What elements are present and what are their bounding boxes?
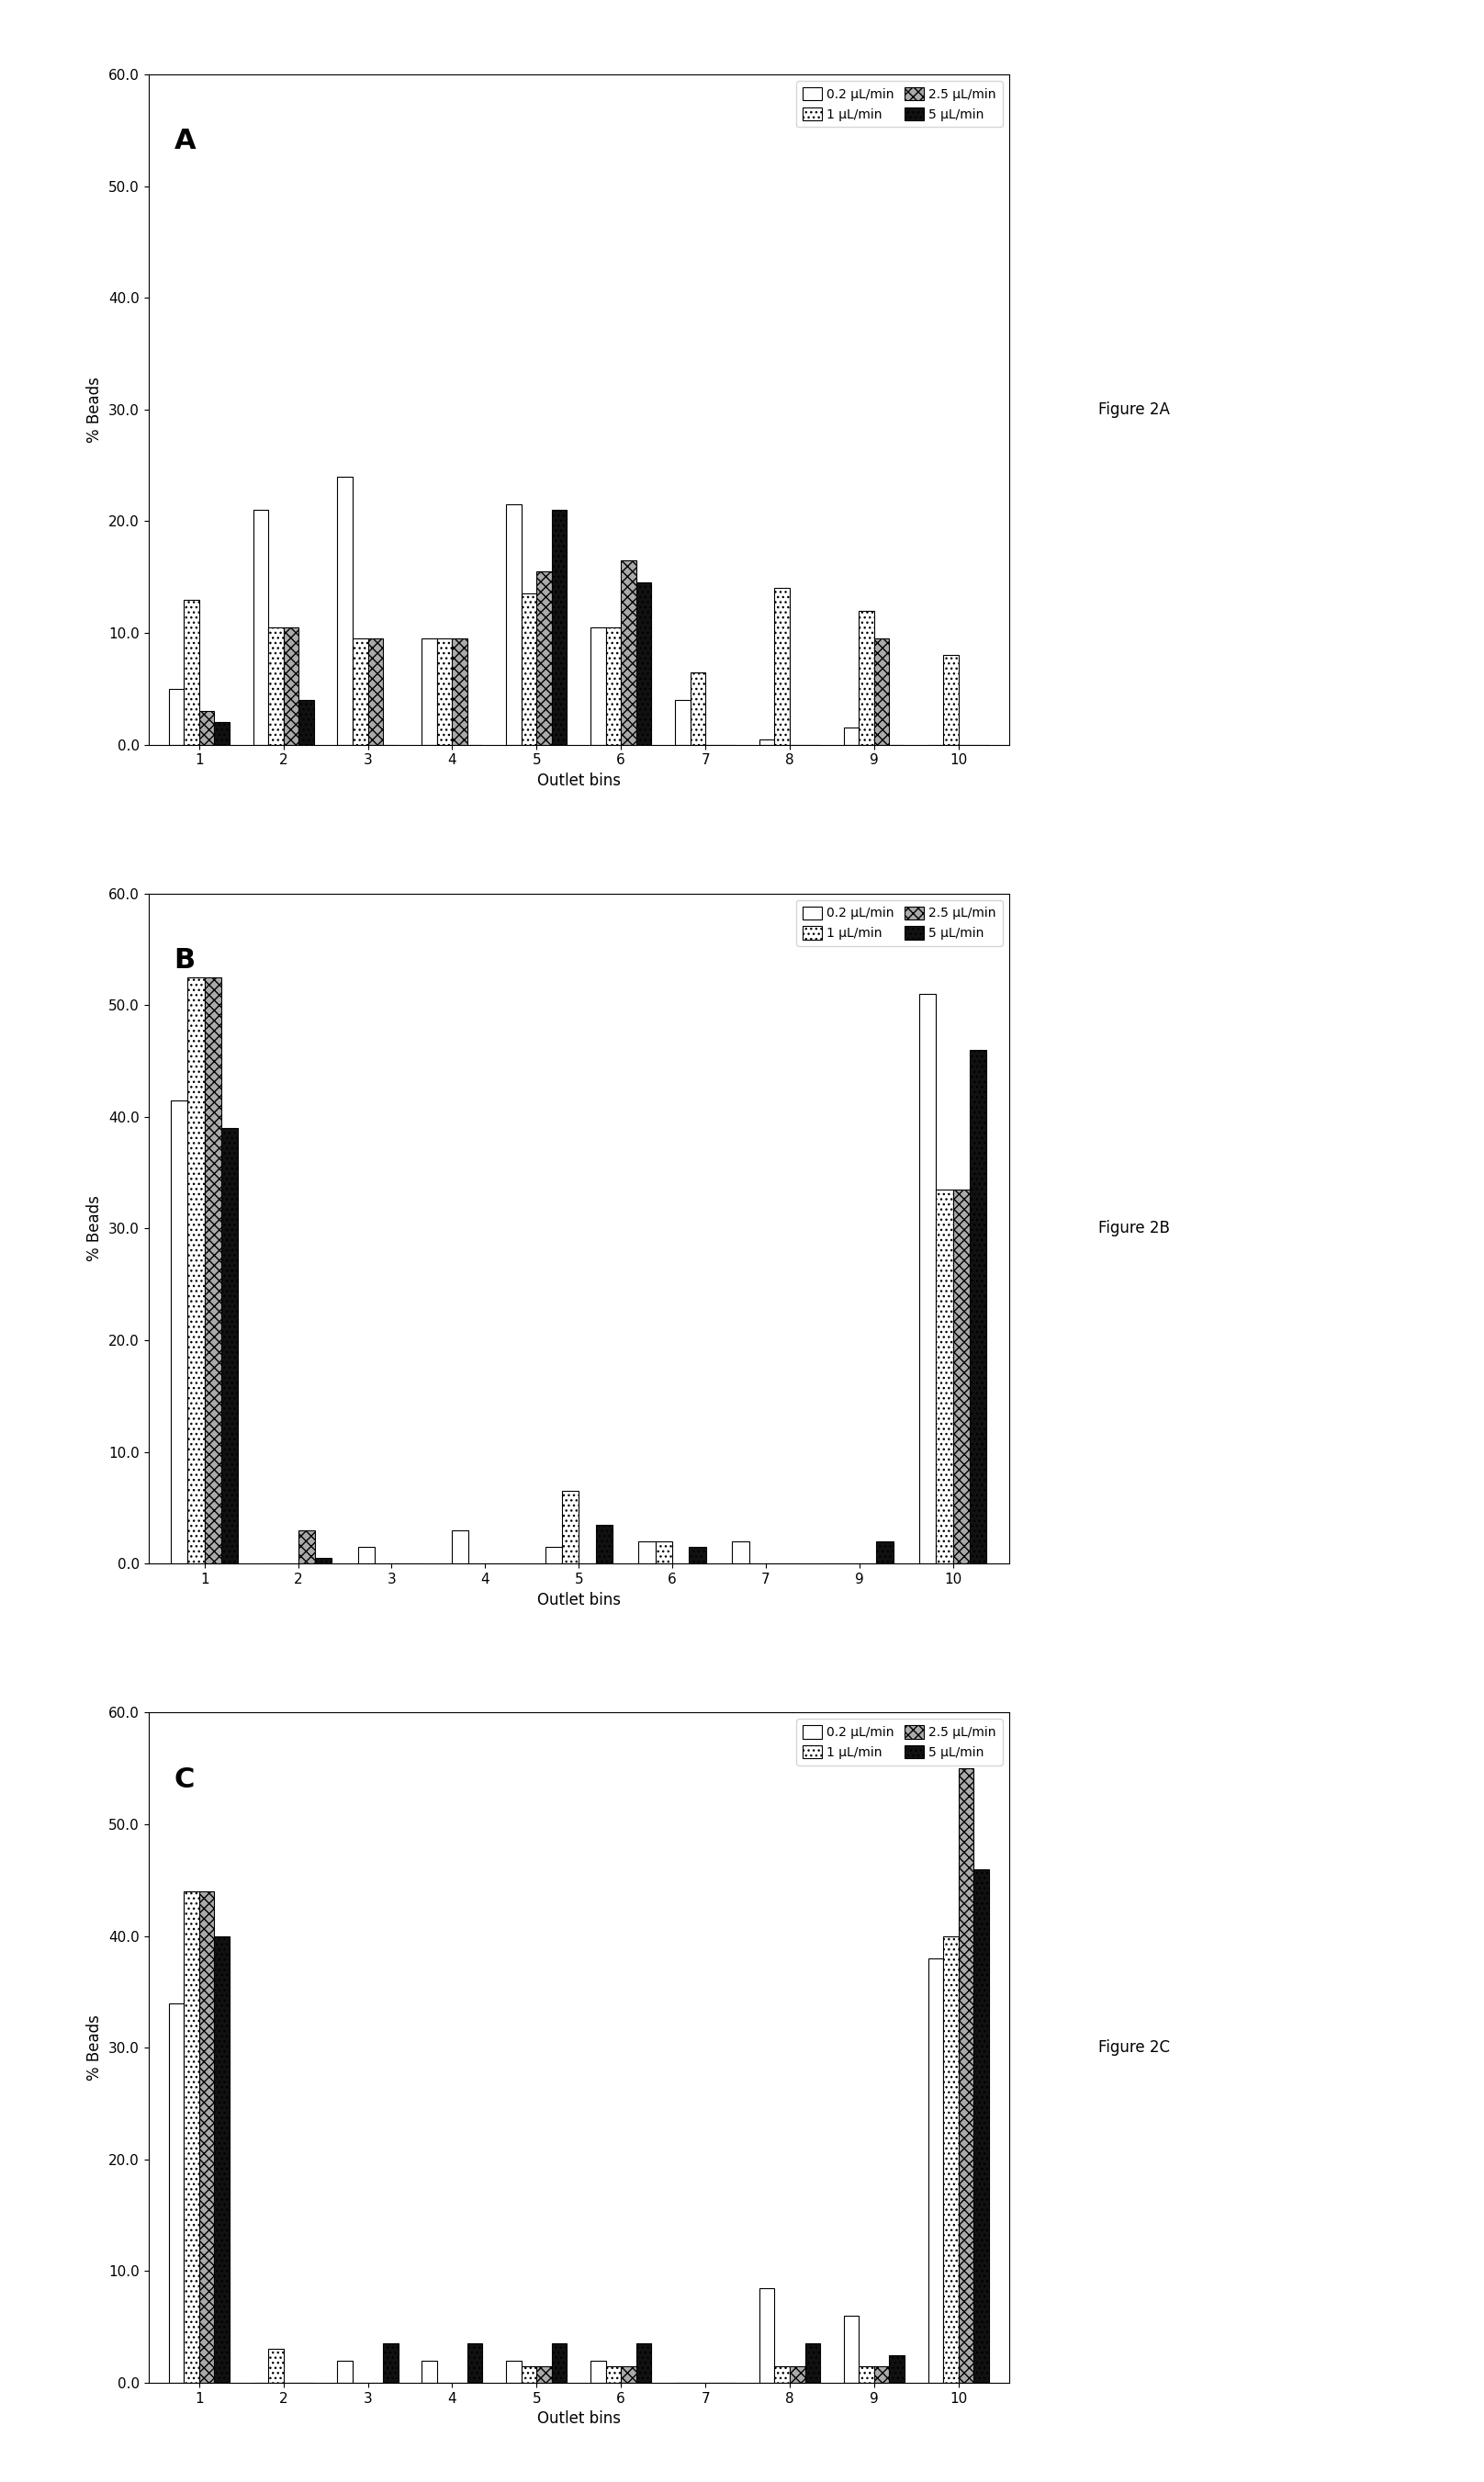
Bar: [789, 2365, 804, 2383]
X-axis label: Outlet bins: Outlet bins: [537, 1591, 620, 1608]
Bar: [187, 978, 205, 1564]
Bar: [214, 1936, 230, 2383]
Bar: [298, 1529, 315, 1564]
Bar: [844, 727, 859, 745]
Bar: [467, 2343, 482, 2383]
Bar: [595, 1524, 613, 1564]
Bar: [506, 2360, 521, 2383]
Bar: [214, 722, 230, 745]
Y-axis label: % Beads: % Beads: [86, 2015, 104, 2080]
Bar: [859, 2365, 874, 2383]
Bar: [337, 2360, 353, 2383]
Bar: [889, 2355, 904, 2383]
Bar: [944, 1936, 959, 2383]
Text: Figure 2A: Figure 2A: [1098, 402, 1169, 417]
Bar: [876, 1541, 893, 1564]
Legend: 0.2 μL/min, 1 μL/min, 2.5 μL/min, 5 μL/min: 0.2 μL/min, 1 μL/min, 2.5 μL/min, 5 μL/m…: [797, 82, 1003, 127]
Bar: [953, 1189, 971, 1564]
Text: A: A: [174, 129, 196, 154]
Bar: [184, 601, 199, 745]
Legend: 0.2 μL/min, 1 μL/min, 2.5 μL/min, 5 μL/min: 0.2 μL/min, 1 μL/min, 2.5 μL/min, 5 μL/m…: [797, 1720, 1003, 1765]
Bar: [936, 1189, 953, 1564]
Bar: [760, 740, 775, 745]
Bar: [675, 700, 690, 745]
Bar: [859, 611, 874, 745]
Bar: [537, 571, 552, 745]
Bar: [844, 2316, 859, 2383]
Y-axis label: % Beads: % Beads: [86, 377, 104, 442]
Bar: [221, 1127, 239, 1564]
Text: C: C: [174, 1767, 194, 1792]
Bar: [959, 1767, 974, 2383]
Bar: [269, 2348, 283, 2383]
Bar: [605, 628, 620, 745]
Bar: [383, 2343, 398, 2383]
Bar: [199, 712, 214, 745]
Bar: [315, 1559, 332, 1564]
Bar: [775, 588, 789, 745]
Bar: [804, 2343, 821, 2383]
Bar: [521, 2365, 537, 2383]
Bar: [298, 700, 313, 745]
Bar: [689, 1546, 706, 1564]
Bar: [591, 2360, 605, 2383]
Bar: [269, 628, 283, 745]
Bar: [283, 628, 298, 745]
X-axis label: Outlet bins: Outlet bins: [537, 772, 620, 789]
X-axis label: Outlet bins: Outlet bins: [537, 2410, 620, 2427]
Bar: [591, 628, 605, 745]
Bar: [637, 2343, 651, 2383]
Bar: [944, 655, 959, 745]
Bar: [545, 1546, 562, 1564]
Legend: 0.2 μL/min, 1 μL/min, 2.5 μL/min, 5 μL/min: 0.2 μL/min, 1 μL/min, 2.5 μL/min, 5 μL/m…: [797, 901, 1003, 946]
Bar: [521, 593, 537, 745]
Bar: [368, 638, 383, 745]
Bar: [562, 1492, 579, 1564]
Bar: [775, 2365, 789, 2383]
Bar: [184, 1891, 199, 2383]
Bar: [919, 995, 936, 1564]
Bar: [421, 638, 436, 745]
Bar: [169, 690, 184, 745]
Bar: [453, 638, 467, 745]
Text: B: B: [174, 948, 196, 973]
Bar: [974, 1869, 988, 2383]
Text: Figure 2C: Figure 2C: [1098, 2040, 1169, 2055]
Bar: [205, 978, 221, 1564]
Bar: [552, 2343, 567, 2383]
Bar: [656, 1541, 672, 1564]
Y-axis label: % Beads: % Beads: [86, 1196, 104, 1261]
Bar: [874, 2365, 889, 2383]
Bar: [199, 1891, 214, 2383]
Bar: [451, 1529, 469, 1564]
Bar: [169, 2003, 184, 2383]
Bar: [690, 673, 705, 745]
Bar: [874, 638, 889, 745]
Bar: [436, 638, 453, 745]
Bar: [537, 2365, 552, 2383]
Bar: [928, 1958, 944, 2383]
Bar: [732, 1541, 749, 1564]
Bar: [605, 2365, 620, 2383]
Bar: [620, 561, 637, 745]
Bar: [254, 511, 269, 745]
Bar: [638, 1541, 656, 1564]
Bar: [353, 638, 368, 745]
Bar: [620, 2365, 637, 2383]
Bar: [171, 1100, 187, 1564]
Bar: [506, 504, 521, 745]
Bar: [421, 2360, 436, 2383]
Bar: [637, 583, 651, 745]
Bar: [760, 2288, 775, 2383]
Bar: [337, 477, 353, 745]
Text: Figure 2B: Figure 2B: [1098, 1221, 1169, 1236]
Bar: [552, 511, 567, 745]
Bar: [971, 1050, 987, 1564]
Bar: [358, 1546, 375, 1564]
